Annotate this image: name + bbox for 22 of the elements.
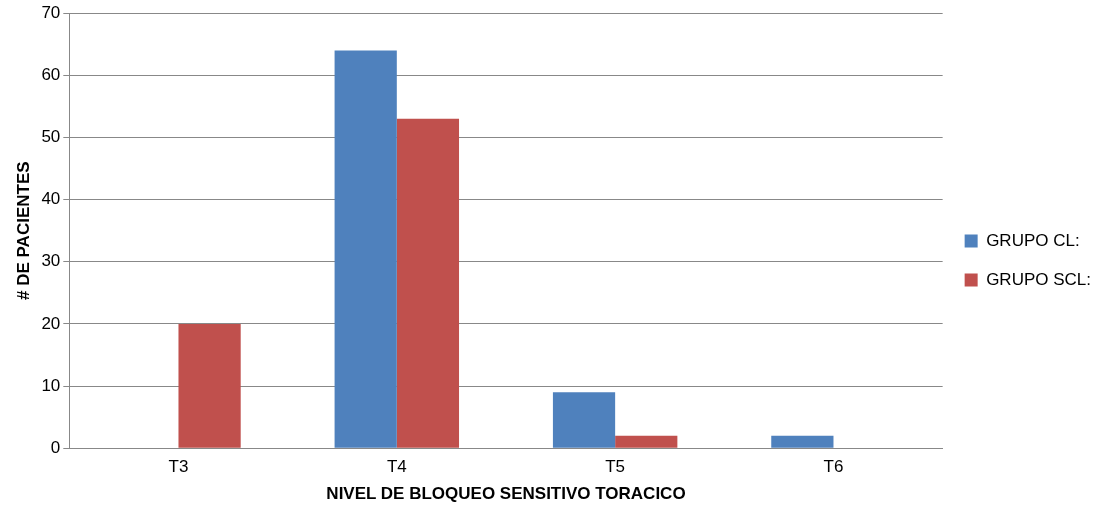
y-tick-label: 70: [41, 2, 61, 22]
y-tick-label: 50: [41, 127, 61, 147]
y-axis-title: # DE PACIENTES: [13, 161, 33, 300]
bar: [396, 118, 460, 448]
y-tick-label: 30: [41, 251, 61, 271]
x-tick-label: T5: [605, 457, 626, 477]
y-tick-label: 40: [41, 189, 61, 209]
x-tick-label: T3: [168, 457, 189, 477]
bar: [615, 435, 678, 448]
y-tick-label: 0: [50, 437, 61, 457]
legend-label: GRUPO CL:: [986, 230, 1080, 250]
x-tick-label: T4: [386, 457, 407, 477]
bar: [334, 50, 397, 448]
bar: [771, 435, 834, 448]
legend-label: GRUPO SCL:: [986, 269, 1091, 289]
x-axis-title: NIVEL DE BLOQUEO SENSITIVO TORACICO: [326, 484, 686, 504]
bar: [178, 323, 241, 448]
y-tick-label: 60: [41, 65, 61, 85]
y-tick-label: 10: [41, 375, 61, 395]
bar: [552, 392, 616, 448]
x-tick-label: T6: [823, 457, 844, 477]
y-tick-label: 20: [41, 313, 61, 333]
